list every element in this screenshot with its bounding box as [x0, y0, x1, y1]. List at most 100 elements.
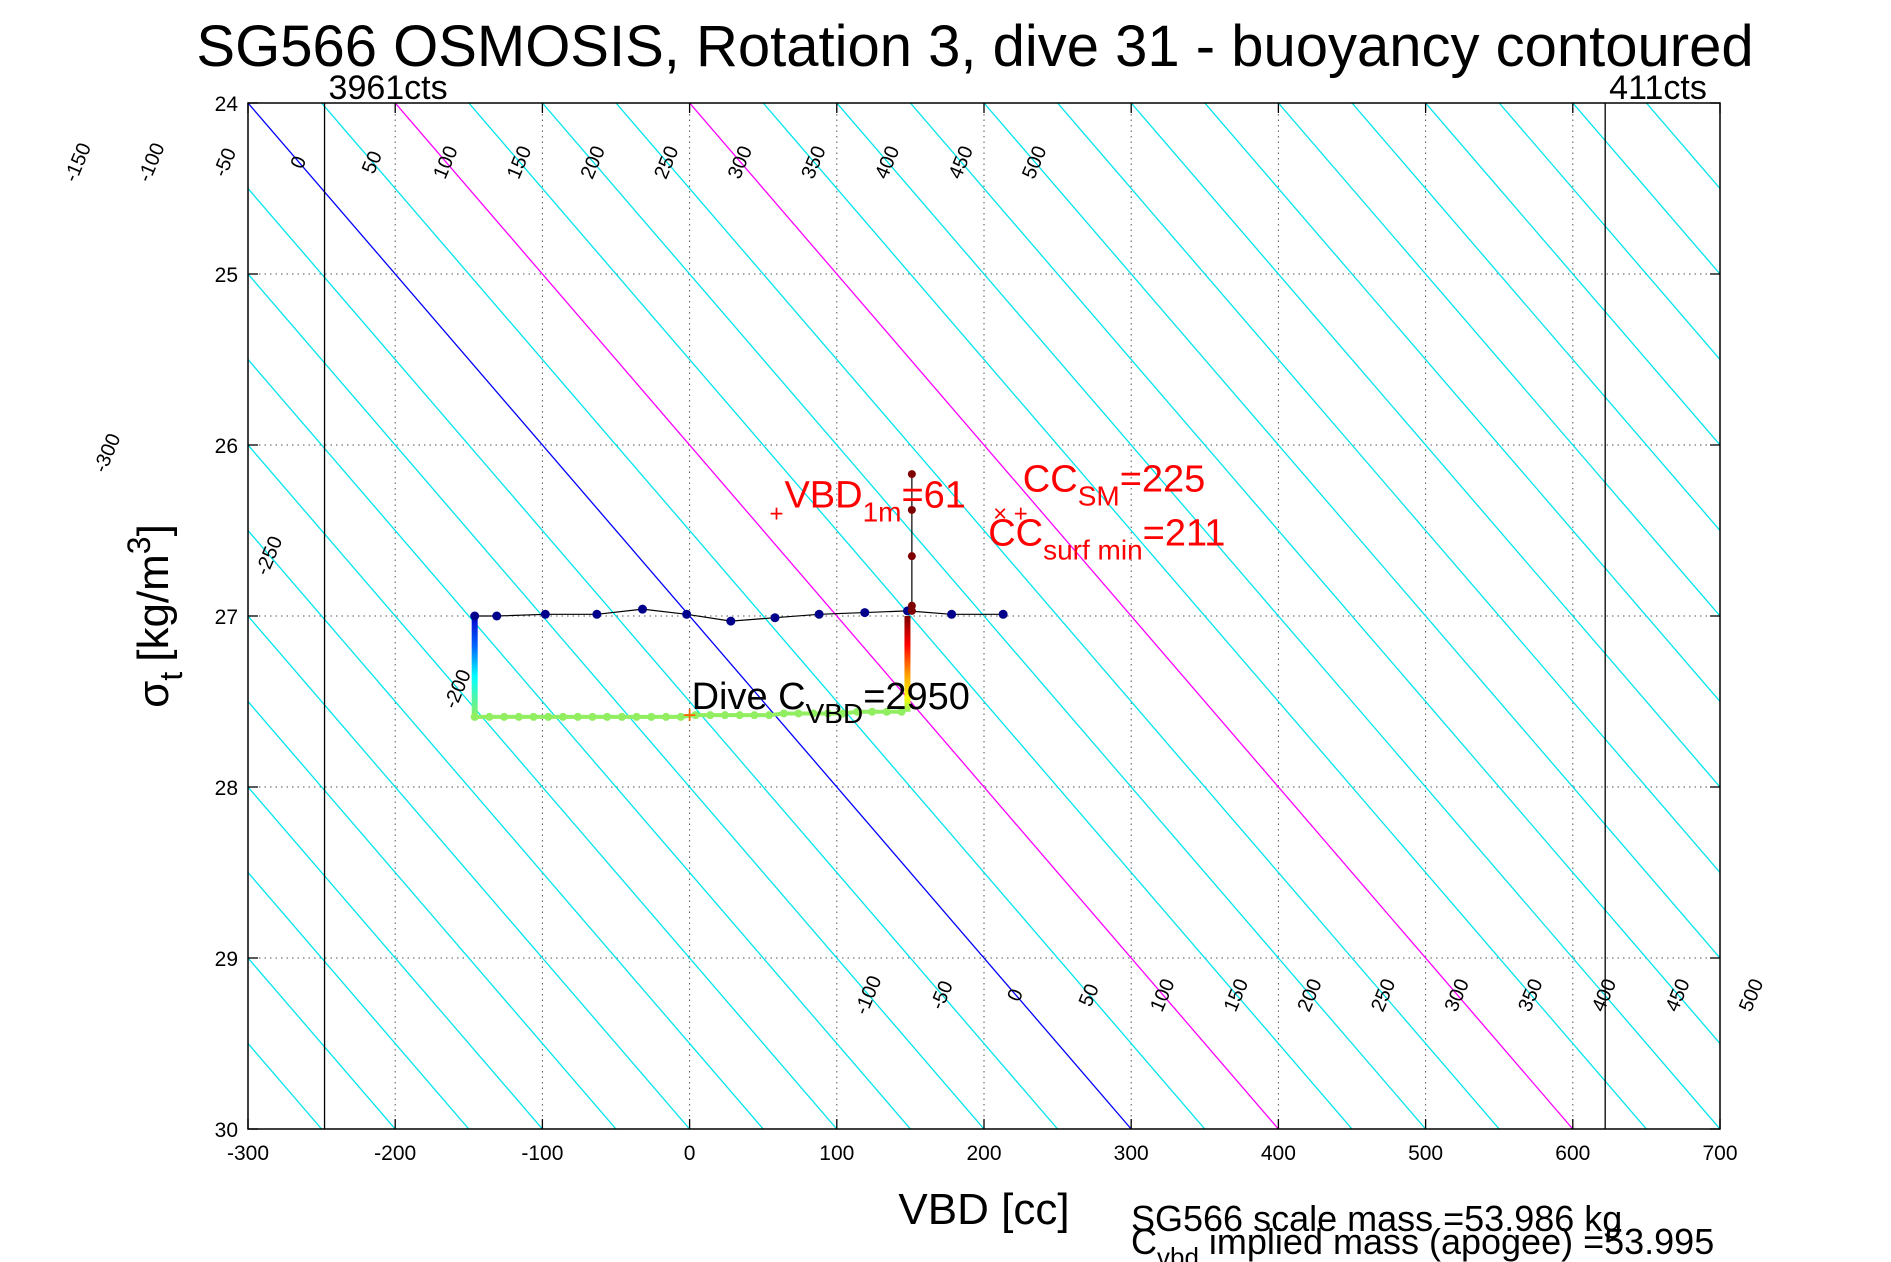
x-tick-label: -100	[521, 1142, 563, 1165]
contour-line	[248, 615, 691, 1129]
profile-bottom-point	[809, 709, 818, 718]
cc-sm-marker: +	[1014, 500, 1028, 527]
profile-colored-right	[904, 616, 911, 712]
contour-line	[836, 103, 1720, 1129]
profile-bottom-point	[588, 712, 597, 721]
profile-colored-left	[471, 616, 478, 717]
profile-point	[998, 609, 1008, 619]
contour-label: 500	[1735, 976, 1768, 1015]
contour-line	[1130, 103, 1720, 788]
cc-sm-label: CCSM=225	[1023, 458, 1205, 511]
y-axis-label-sup: 3	[121, 536, 157, 554]
profile-bottom-point	[603, 712, 612, 721]
contour-line	[909, 103, 1720, 1045]
contour-label: 0	[1003, 986, 1028, 1005]
profile-bottom-point	[691, 711, 700, 720]
profile-bottom-point	[794, 709, 803, 718]
profile-point	[770, 613, 780, 623]
profile-point	[682, 609, 692, 619]
y-axis-label-close: ]	[129, 524, 178, 536]
x-tick-label: 400	[1261, 1142, 1296, 1165]
profile-bottom-point	[765, 711, 774, 720]
y-tick-label: 25	[215, 264, 238, 287]
svg-text:Cvbd implied mass (apogee) =53: Cvbd implied mass (apogee) =53.995	[1131, 1221, 1714, 1262]
dive-c-label: Dive CVBD=2950	[692, 676, 970, 729]
contour-line	[1204, 103, 1720, 703]
vbd-limit-label: 3961cts	[329, 69, 448, 107]
contour-line	[983, 103, 1720, 959]
profile-bottom-point	[735, 711, 744, 720]
contour-line	[248, 700, 617, 1129]
profile-bottom-point	[838, 709, 847, 718]
profile-bottom-point	[559, 712, 568, 721]
contour-line	[1277, 103, 1720, 617]
profile-bottom-point	[706, 711, 715, 720]
profile-bottom-point	[779, 709, 788, 718]
vbd-limit-lines: 3961cts 411cts	[323, 69, 1707, 1129]
y-tick-label: 30	[215, 1119, 238, 1142]
contour-line	[248, 529, 764, 1129]
contour-line	[321, 103, 1206, 1129]
x-tick-label: 0	[684, 1142, 696, 1165]
footer-note: SG566 scale mass =53.986 kg Cvbd implied…	[1131, 1198, 1714, 1262]
y-axis-label: σt [kg/m3]	[121, 524, 189, 708]
profile-bottom-point	[514, 712, 523, 721]
profile-bottom-point	[897, 707, 906, 716]
profile-point	[492, 611, 502, 621]
contour-line	[1425, 103, 1720, 446]
dive-profiles	[470, 470, 1008, 721]
footer-line1: SG566 scale mass =53.986 kg	[1131, 1198, 1622, 1239]
x-tick-label: 300	[1114, 1142, 1149, 1165]
profile-black-line	[474, 608, 1004, 622]
contour-line	[1719, 103, 1720, 104]
profile-bottom-point	[676, 712, 685, 721]
profile-point	[726, 616, 736, 626]
footer-line2-main: C	[1131, 1221, 1157, 1262]
contour-label: 50	[358, 148, 387, 177]
footer-line2-sub: vbd	[1157, 1242, 1199, 1262]
y-tick-label: 26	[215, 435, 238, 458]
footer-line2-rest: implied mass (apogee) =53.995	[1199, 1221, 1714, 1262]
profile-point	[814, 609, 824, 619]
profile-bottom-point	[617, 712, 626, 721]
contour-line	[1351, 103, 1720, 532]
vbd-limit-label: 411cts	[1609, 69, 1707, 107]
profile-bottom-point	[853, 707, 862, 716]
profile-bottom-point	[720, 711, 729, 720]
contour-line	[248, 187, 1059, 1129]
vbd1m-label: VBD1m=61	[784, 474, 966, 527]
contour-line	[248, 444, 838, 1129]
x-tick-label: 100	[819, 1142, 854, 1165]
profile-bottom-point	[662, 712, 671, 721]
contour-line	[248, 1128, 249, 1129]
x-tick-label: -300	[227, 1142, 269, 1165]
chart-title: SG566 OSMOSIS, Rotation 3, dive 31 - buo…	[196, 14, 1753, 79]
contour-line	[248, 786, 543, 1129]
profile-bottom-point	[485, 712, 494, 721]
profile-surface-point	[907, 505, 916, 514]
contour-line	[248, 358, 911, 1129]
contour-line	[541, 103, 1427, 1129]
profile-bottom-point	[529, 712, 538, 721]
profile-bottom-point	[573, 712, 582, 721]
contour-label: 0	[287, 153, 312, 172]
contour-line	[762, 103, 1647, 1129]
contour-label: -100	[134, 140, 170, 185]
profile-surface-point	[907, 606, 916, 615]
cc-surf-label: CCsurf min=211	[988, 512, 1225, 565]
profile-bottom-point	[632, 712, 641, 721]
profile-point	[592, 609, 602, 619]
profile-point	[637, 604, 647, 614]
contour-line	[1498, 103, 1720, 361]
profile-bottom-point	[470, 712, 479, 721]
x-tick-label: 600	[1555, 1142, 1590, 1165]
y-tick-label: 28	[215, 777, 238, 800]
profile-bottom-point	[868, 707, 877, 716]
contour-line	[248, 871, 470, 1129]
profile-surface-point	[907, 552, 916, 561]
profile-point	[860, 608, 870, 618]
y-axis-label-unit: [kg/m	[129, 554, 178, 662]
profile-bottom-point	[647, 712, 656, 721]
